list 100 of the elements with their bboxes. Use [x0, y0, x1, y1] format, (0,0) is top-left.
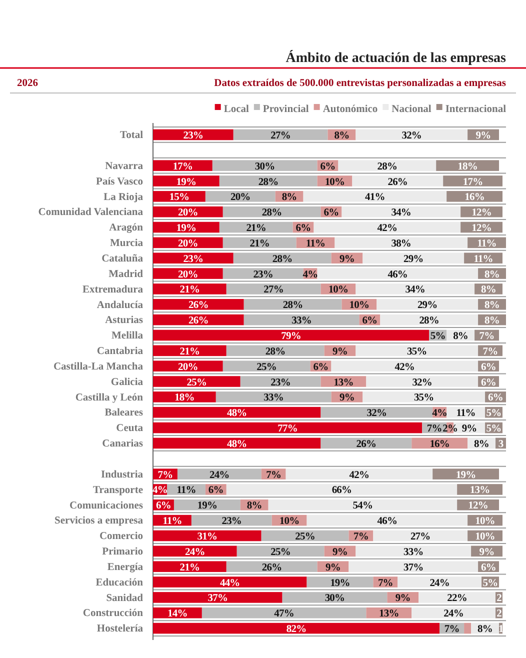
- data-label: 33%: [264, 392, 284, 404]
- data-label: 10%: [475, 532, 495, 543]
- data-label: 2: [496, 593, 502, 604]
- data-label: 11%: [474, 254, 493, 265]
- data-label: 8%: [474, 438, 490, 450]
- y-tick-label: Ceuta: [116, 423, 144, 434]
- data-label: 26%: [388, 176, 408, 188]
- data-label: 14%: [168, 608, 188, 620]
- data-label: 79%: [281, 331, 301, 342]
- data-label: 10%: [324, 176, 345, 188]
- bar: [177, 468, 262, 480]
- data-label: 27%: [264, 284, 284, 296]
- data-label: 20%: [178, 362, 198, 373]
- data-label: 7%: [479, 331, 494, 342]
- data-label: 23%: [183, 130, 204, 142]
- data-label: 8%: [484, 300, 500, 312]
- data-label: 28%: [272, 254, 292, 265]
- bar: [222, 360, 310, 372]
- data-label: 42%: [394, 362, 415, 373]
- data-label: 6%: [313, 362, 328, 373]
- data-label: 29%: [403, 254, 424, 265]
- bar: [153, 284, 226, 294]
- data-label: 41%: [365, 192, 385, 204]
- data-label: 33%: [292, 316, 312, 327]
- data-label: 16%: [430, 438, 450, 450]
- data-label: 54%: [352, 500, 373, 512]
- data-label: 7%: [426, 424, 442, 435]
- data-label: 25%: [270, 546, 290, 558]
- text: 2026: [17, 78, 38, 89]
- bar: [153, 360, 223, 372]
- data-label: 25%: [256, 362, 276, 373]
- bar: [153, 422, 422, 434]
- bar: [153, 298, 244, 310]
- data-label: 10%: [279, 516, 300, 528]
- bar: [226, 561, 318, 572]
- data-label: 28%: [258, 176, 278, 188]
- data-label: 8%: [478, 624, 493, 636]
- data-label: 9%: [332, 346, 348, 358]
- data-label: 25%: [186, 377, 207, 388]
- data-label: 25%: [295, 532, 315, 543]
- bar: [352, 176, 444, 186]
- data-label: 34%: [405, 284, 426, 296]
- data-label: 9%: [326, 562, 340, 574]
- data-label: 27%: [270, 130, 290, 142]
- data-label: 32%: [366, 408, 387, 420]
- data-label: 30%: [254, 161, 275, 172]
- data-label: 8%: [484, 316, 500, 327]
- data-label: 4%: [302, 269, 318, 280]
- bar: [202, 607, 366, 618]
- y-tick-label: País Vasco: [96, 176, 143, 188]
- y-tick-label: Navarra: [105, 160, 144, 172]
- data-label: 28%: [377, 161, 398, 172]
- y-tick-label: Murcia: [110, 238, 144, 250]
- data-label: 13%: [334, 377, 354, 388]
- data-label: 7%: [158, 470, 173, 481]
- data-label: 19%: [176, 223, 196, 234]
- bar: [418, 592, 496, 603]
- bar: [268, 499, 458, 510]
- y-tick-label: Servicios a empresa: [54, 516, 144, 527]
- data-label: 23%: [183, 254, 204, 265]
- bar: [244, 314, 360, 326]
- data-label: 16%: [464, 192, 484, 204]
- data-label: 34%: [391, 208, 412, 219]
- data-label: 82%: [286, 624, 306, 636]
- data-label: 38%: [391, 238, 412, 250]
- data-label: 8%: [282, 192, 297, 204]
- data-label: 17%: [462, 176, 483, 188]
- bar: [443, 176, 503, 186]
- bar: [219, 176, 318, 186]
- data-label: 19%: [176, 176, 196, 188]
- bar: [356, 284, 475, 294]
- data-label: 46%: [388, 269, 408, 280]
- data-label: 9%: [332, 546, 348, 558]
- data-label: 20%: [178, 269, 198, 280]
- data-label: 11%: [162, 516, 182, 528]
- bar: [356, 345, 478, 356]
- data-label: 33%: [403, 546, 424, 558]
- bar: [306, 514, 468, 526]
- data-label: 9%: [462, 424, 477, 435]
- y-tick-label: Aragón: [109, 222, 144, 234]
- data-label: 7%: [444, 624, 460, 636]
- data-label: 37%: [403, 562, 424, 574]
- bar: [356, 546, 472, 557]
- data-label: 35%: [406, 346, 427, 358]
- data-label: 11%: [456, 408, 476, 420]
- data-label: 2%: [442, 424, 458, 435]
- data-label: 18%: [174, 392, 194, 404]
- bar: [174, 499, 240, 510]
- data-label: 4%: [432, 408, 448, 420]
- bar: [205, 191, 276, 202]
- data-label: 24%: [185, 546, 205, 558]
- data-label: 6%: [488, 392, 503, 404]
- data-label: 9%: [340, 392, 354, 404]
- bar: [153, 576, 307, 588]
- data-label: 6%: [324, 208, 339, 219]
- data-label: 66%: [332, 485, 352, 496]
- bar: [342, 206, 461, 218]
- y-tick-label: Cataluña: [102, 253, 144, 264]
- data-label: 42%: [377, 223, 398, 234]
- y-tick-label: Castilla y León: [75, 392, 144, 404]
